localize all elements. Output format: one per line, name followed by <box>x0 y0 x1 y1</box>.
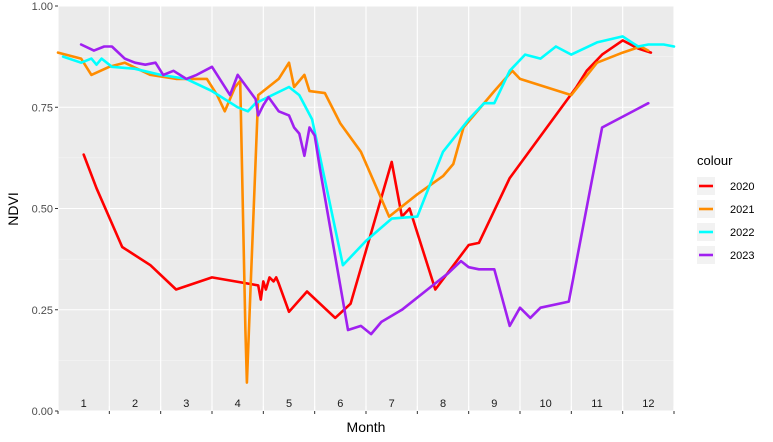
legend-label-2021: 2021 <box>730 204 754 216</box>
series-line-2021 <box>56 45 650 384</box>
month-label: 7 <box>389 398 395 410</box>
y-tick-label: 1.00 <box>32 1 53 13</box>
month-label: 12 <box>642 398 654 410</box>
month-labels: 1 2 3 4 5 6 7 8 9 10 11 12 <box>81 398 655 410</box>
legend-title: colour <box>697 153 733 168</box>
x-axis-title: Month <box>347 419 386 435</box>
month-ticks <box>57 406 675 411</box>
month-label: 8 <box>440 398 446 410</box>
month-label: 1 <box>81 398 87 410</box>
month-label: 2 <box>132 398 138 410</box>
series-line-2023 <box>79 43 650 336</box>
month-label: 10 <box>540 398 552 410</box>
series-line-2022 <box>61 35 676 267</box>
y-tick-label: 0.00 <box>32 406 53 418</box>
month-label: 4 <box>235 398 241 410</box>
legend-label-2022: 2022 <box>730 227 754 239</box>
month-label: 11 <box>591 398 602 410</box>
y-axis: 0.00 0.25 0.50 0.75 1.00 <box>32 1 58 418</box>
month-label: 3 <box>183 398 189 410</box>
month-label: 6 <box>337 398 343 410</box>
y-tick-label: 0.25 <box>32 305 53 317</box>
month-label: 9 <box>491 398 497 410</box>
y-axis-title: NDVI <box>5 192 21 225</box>
x-axis <box>57 411 675 414</box>
legend: colour 2020 2021 2022 2023 <box>697 153 754 264</box>
y-tick-label: 0.75 <box>32 102 53 114</box>
legend-label-2020: 2020 <box>730 181 754 193</box>
y-tick-label: 0.50 <box>32 204 53 216</box>
series-lines <box>56 35 676 384</box>
month-label: 5 <box>286 398 292 410</box>
legend-label-2023: 2023 <box>730 250 754 262</box>
